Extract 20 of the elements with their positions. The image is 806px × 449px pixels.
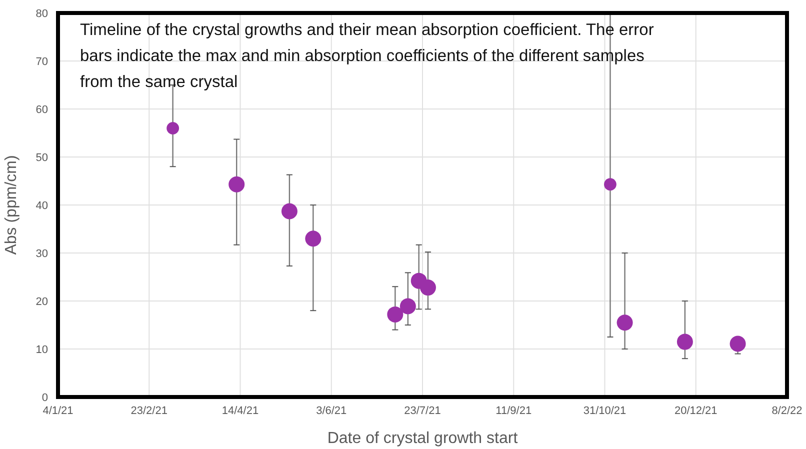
x-tick-label: 8/2/22 — [772, 405, 802, 417]
y-tick-label: 0 — [42, 392, 48, 404]
y-tick-label: 80 — [36, 8, 48, 20]
x-tick-label: 11/9/21 — [496, 405, 532, 417]
x-tick-label: 14/4/21 — [222, 405, 259, 417]
y-tick-label: 10 — [36, 344, 48, 356]
y-tick-label: 20 — [36, 296, 48, 308]
y-tick-label: 30 — [36, 248, 48, 260]
x-tick-label: 3/6/21 — [316, 405, 347, 417]
y-tick-label: 50 — [36, 152, 48, 164]
x-tick-label: 31/10/21 — [583, 405, 626, 417]
x-tick-label: 23/7/21 — [404, 405, 441, 417]
x-tick-label: 4/1/21 — [42, 405, 74, 417]
y-axis-title: Abs (ppm/cm) — [3, 155, 20, 255]
y-tick-label: 70 — [36, 56, 48, 68]
x-tick-label: 23/2/21 — [130, 405, 168, 417]
x-axis-title: Date of crystal growth start — [327, 430, 518, 447]
x-tick-label: 20/12/21 — [674, 405, 718, 417]
y-tick-label: 40 — [36, 200, 48, 212]
y-tick-label: 60 — [36, 104, 48, 116]
